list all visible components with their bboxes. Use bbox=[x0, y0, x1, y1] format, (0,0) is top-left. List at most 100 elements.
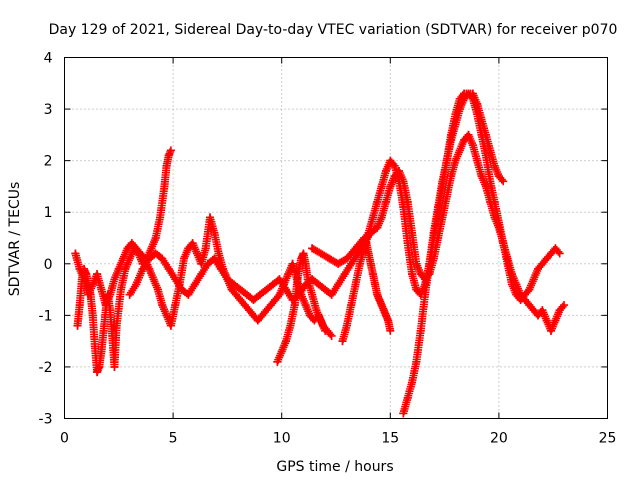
data-point bbox=[301, 301, 310, 310]
data-point bbox=[253, 316, 262, 325]
data-point bbox=[297, 254, 306, 263]
y-axis-label: SDTVAR / TECUs bbox=[7, 182, 23, 297]
series-track-7 bbox=[362, 239, 395, 335]
data-point bbox=[116, 285, 125, 294]
data-point bbox=[164, 151, 173, 160]
data-point bbox=[192, 249, 201, 258]
data-point bbox=[438, 177, 447, 186]
data-point bbox=[373, 197, 382, 206]
data-point bbox=[106, 306, 115, 315]
data-point bbox=[499, 239, 508, 248]
x-tick-label: 20 bbox=[490, 431, 508, 447]
data-point bbox=[151, 249, 160, 258]
data-point bbox=[316, 316, 325, 325]
data-point bbox=[399, 409, 408, 418]
data-point bbox=[551, 244, 560, 253]
data-point bbox=[229, 280, 238, 289]
data-point bbox=[88, 280, 97, 289]
data-point bbox=[555, 306, 564, 315]
data-point bbox=[277, 347, 286, 356]
data-point bbox=[106, 290, 115, 299]
data-point bbox=[379, 306, 388, 315]
data-point bbox=[162, 161, 171, 170]
data-point bbox=[262, 306, 271, 315]
data-point bbox=[242, 290, 251, 299]
data-point bbox=[468, 141, 477, 150]
data-point bbox=[442, 192, 451, 201]
data-point bbox=[516, 290, 525, 299]
data-point bbox=[236, 295, 245, 304]
data-point bbox=[314, 280, 323, 289]
y-tick-label: 0 bbox=[44, 257, 53, 273]
data-point bbox=[97, 285, 106, 294]
data-point bbox=[381, 197, 390, 206]
data-point bbox=[275, 275, 284, 284]
data-point bbox=[93, 270, 102, 279]
data-point bbox=[80, 275, 89, 284]
data-point bbox=[473, 99, 482, 108]
data-point bbox=[245, 306, 254, 315]
data-point bbox=[542, 316, 551, 325]
data-point bbox=[151, 234, 160, 242]
data-point bbox=[412, 259, 421, 268]
data-point bbox=[494, 172, 503, 181]
data-point bbox=[368, 270, 377, 279]
data-point bbox=[132, 280, 141, 289]
series-track-8 bbox=[399, 89, 508, 418]
data-point bbox=[158, 254, 167, 263]
data-point bbox=[547, 326, 556, 335]
data-point bbox=[394, 177, 403, 186]
data-point bbox=[282, 337, 291, 346]
data-point bbox=[288, 259, 297, 268]
y-tick-label: 3 bbox=[44, 102, 53, 118]
data-point bbox=[473, 156, 482, 165]
data-point bbox=[364, 228, 373, 237]
data-point bbox=[301, 259, 310, 268]
data-point bbox=[308, 244, 317, 253]
data-point bbox=[97, 347, 106, 356]
data-point bbox=[364, 249, 373, 258]
data-point bbox=[303, 275, 312, 284]
data-point bbox=[321, 285, 330, 294]
data-point bbox=[468, 89, 477, 98]
data-point bbox=[486, 146, 495, 155]
data-point bbox=[327, 331, 336, 340]
data-point bbox=[499, 177, 508, 186]
data-point bbox=[171, 275, 180, 284]
data-point bbox=[551, 316, 560, 325]
grid bbox=[64, 57, 608, 419]
data-point bbox=[416, 326, 425, 335]
data-point bbox=[273, 357, 282, 366]
data-point bbox=[119, 254, 128, 263]
data-point bbox=[455, 146, 464, 155]
data-point bbox=[408, 378, 417, 387]
data-point bbox=[340, 270, 349, 279]
data-point bbox=[351, 244, 360, 253]
data-point bbox=[390, 161, 399, 170]
data-point bbox=[533, 264, 542, 273]
data-point bbox=[399, 203, 408, 212]
data-point bbox=[171, 301, 180, 310]
data-point bbox=[210, 254, 219, 263]
data-point bbox=[316, 249, 325, 258]
data-point bbox=[266, 301, 275, 310]
data-point bbox=[73, 321, 82, 330]
data-point bbox=[305, 311, 314, 320]
data-point bbox=[312, 306, 321, 315]
data-point bbox=[481, 130, 490, 139]
data-point bbox=[412, 357, 421, 366]
data-point bbox=[529, 275, 538, 284]
data-point bbox=[377, 182, 386, 191]
data-point bbox=[153, 285, 162, 294]
y-tick-label: 2 bbox=[44, 154, 53, 170]
x-tick-label: 0 bbox=[60, 431, 69, 447]
data-point bbox=[416, 270, 425, 279]
data-point bbox=[184, 244, 193, 253]
data-point bbox=[269, 280, 278, 289]
data-point bbox=[538, 306, 547, 315]
data-point bbox=[525, 301, 534, 310]
data-point bbox=[533, 311, 542, 320]
data-point bbox=[373, 290, 382, 299]
data-point bbox=[434, 203, 443, 212]
data-point bbox=[179, 254, 188, 263]
